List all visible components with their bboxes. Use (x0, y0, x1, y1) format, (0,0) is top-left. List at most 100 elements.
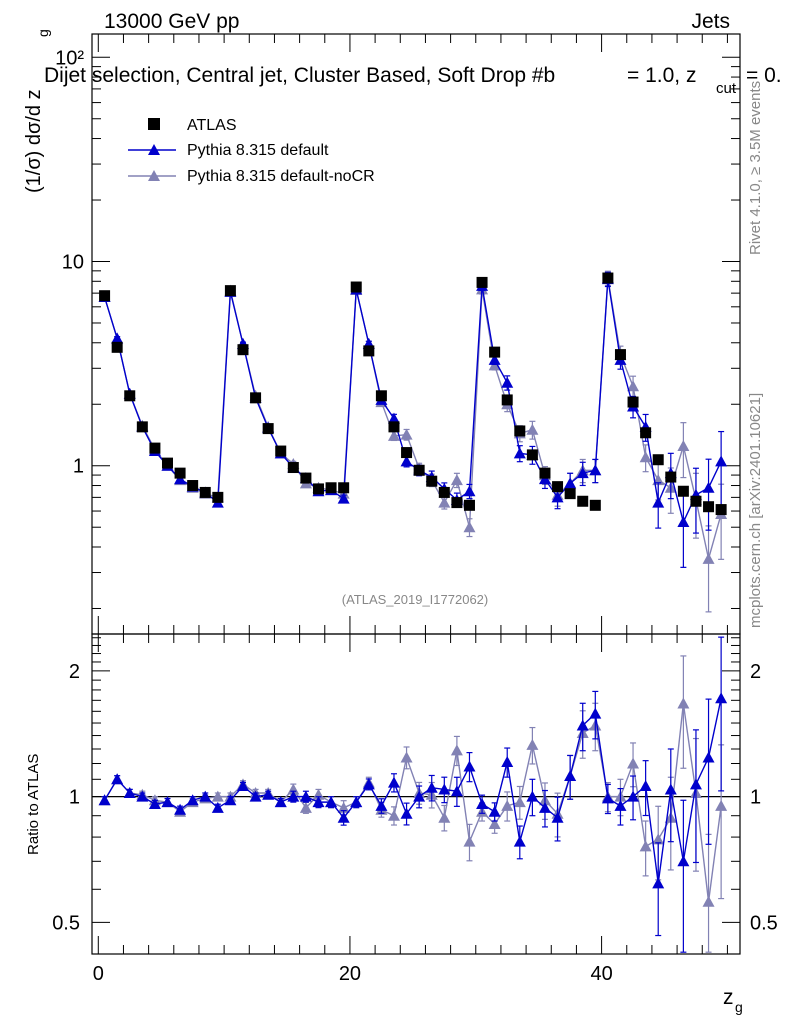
ratio-axes: 0 20 40 0.5 0.5 1 1 2 2 (52, 634, 778, 985)
atlas-data-point (275, 445, 287, 457)
default-ratio-marker (476, 798, 489, 810)
default-ratio-marker (161, 796, 174, 808)
y-axis-title-main: (1/σ) dσ/d z (23, 89, 45, 193)
atlas-data-point (124, 390, 136, 402)
default-ratio-marker (551, 811, 564, 823)
default-ratio-marker (123, 787, 136, 799)
atlas-data-point (602, 272, 614, 284)
nocr-ratio-marker (211, 790, 224, 802)
default-ratio-marker (576, 719, 589, 731)
ratio-tick-label-right: 2 (750, 661, 761, 683)
nocr-ratio-marker (387, 809, 400, 821)
atlas-data-point (451, 497, 463, 509)
default-ratio-marker (274, 796, 287, 808)
default-marker (702, 481, 715, 493)
atlas-data-point (401, 447, 413, 459)
default-ratio-marker (438, 783, 451, 795)
nocr-marker (400, 428, 413, 440)
default-ratio-marker (337, 811, 350, 823)
default-marker (576, 467, 589, 479)
atlas-data-point (375, 390, 387, 402)
atlas-data-point (224, 285, 236, 297)
process-label: Jets (691, 10, 730, 33)
atlas-data-point (564, 488, 576, 500)
atlas-data-point (690, 495, 702, 507)
default-ratio-marker (627, 790, 640, 802)
ratio-panel-frame (91, 633, 741, 955)
nocr-marker (702, 552, 715, 564)
atlas-data-point (338, 482, 350, 494)
default-ratio-marker (614, 799, 627, 811)
nocr-ratio-marker (463, 835, 476, 847)
atlas-data-point (703, 501, 715, 513)
default-ratio-marker (664, 783, 677, 795)
default-ratio-marker (236, 780, 249, 792)
default-ratio-marker (199, 790, 212, 802)
nocr-marker (463, 521, 476, 533)
ratio-tick-label: 1 (69, 787, 80, 809)
default-marker (488, 353, 501, 365)
atlas-data-point (325, 482, 337, 494)
default-ratio-marker (148, 798, 161, 810)
legend: ATLAS Pythia 8.315 default Pythia 8.315 … (128, 117, 375, 185)
atlas-data-point (426, 475, 438, 487)
default-marker (551, 491, 564, 503)
default-ratio-marker (715, 692, 728, 704)
default-ratio-marker (538, 801, 551, 813)
atlas-data-point (312, 483, 324, 495)
default-ratio-marker (174, 803, 187, 815)
analysis-id: (ATLAS_2019_I1772062) (342, 592, 488, 607)
nocr-ratio-marker (652, 833, 665, 845)
default-ratio-marker (501, 756, 514, 768)
default-ratio-marker (413, 790, 426, 802)
atlas-data-point (413, 464, 425, 476)
legend-nocr-marker (148, 170, 160, 181)
nocr-ratio-marker (526, 738, 539, 750)
default-ratio-marker (224, 794, 237, 806)
nocr-ratio-marker (400, 751, 413, 763)
atlas-data-point (262, 423, 274, 435)
title-cut-subscript: cut (716, 80, 737, 97)
selection-title: Dijet selection, Central jet, Cluster Ba… (44, 64, 555, 87)
atlas-data-point (187, 480, 199, 492)
default-ratio-marker (589, 707, 602, 719)
nocr-ratio-marker (715, 799, 728, 811)
atlas-data-point (476, 276, 488, 288)
x-tick-label: 40 (590, 963, 612, 985)
nocr-ratio-marker (702, 895, 715, 907)
atlas-data-point (161, 457, 173, 469)
atlas-data-point (111, 341, 123, 353)
default-marker (400, 455, 413, 467)
nocr-ratio-marker (299, 801, 312, 813)
default-ratio-marker (312, 796, 325, 808)
ratio-tick-label-right: 0.5 (750, 912, 778, 934)
default-marker (501, 376, 514, 388)
default-marker (589, 464, 602, 476)
title-tail: = 0. (746, 64, 782, 87)
atlas-data-point (627, 396, 639, 408)
atlas-data-point (438, 486, 450, 498)
default-marker (463, 485, 476, 497)
ratio-tick-label-right: 1 (750, 787, 761, 809)
ratio-tick-label: 2 (69, 661, 80, 683)
atlas-data-point (250, 392, 262, 404)
ratio-tick-label: 0.5 (52, 912, 80, 934)
nocr-ratio-marker (488, 817, 501, 829)
atlas-data-point (489, 346, 501, 358)
default-ratio-marker (325, 796, 338, 808)
default-ratio-marker (262, 788, 275, 800)
nocr-marker (627, 380, 640, 392)
default-marker (513, 447, 526, 459)
y-tick-label: 10² (55, 47, 84, 69)
atlas-data-point (539, 467, 551, 479)
default-ratio-marker (350, 796, 363, 808)
default-marker (111, 332, 124, 344)
atlas-data-point (652, 454, 664, 466)
default-ratio-marker (513, 835, 526, 847)
default-ratio-marker (211, 801, 224, 813)
atlas-data-point (526, 449, 538, 461)
x-tick-label: 20 (339, 963, 361, 985)
default-marker (715, 455, 728, 467)
default-ratio-marker (702, 751, 715, 763)
